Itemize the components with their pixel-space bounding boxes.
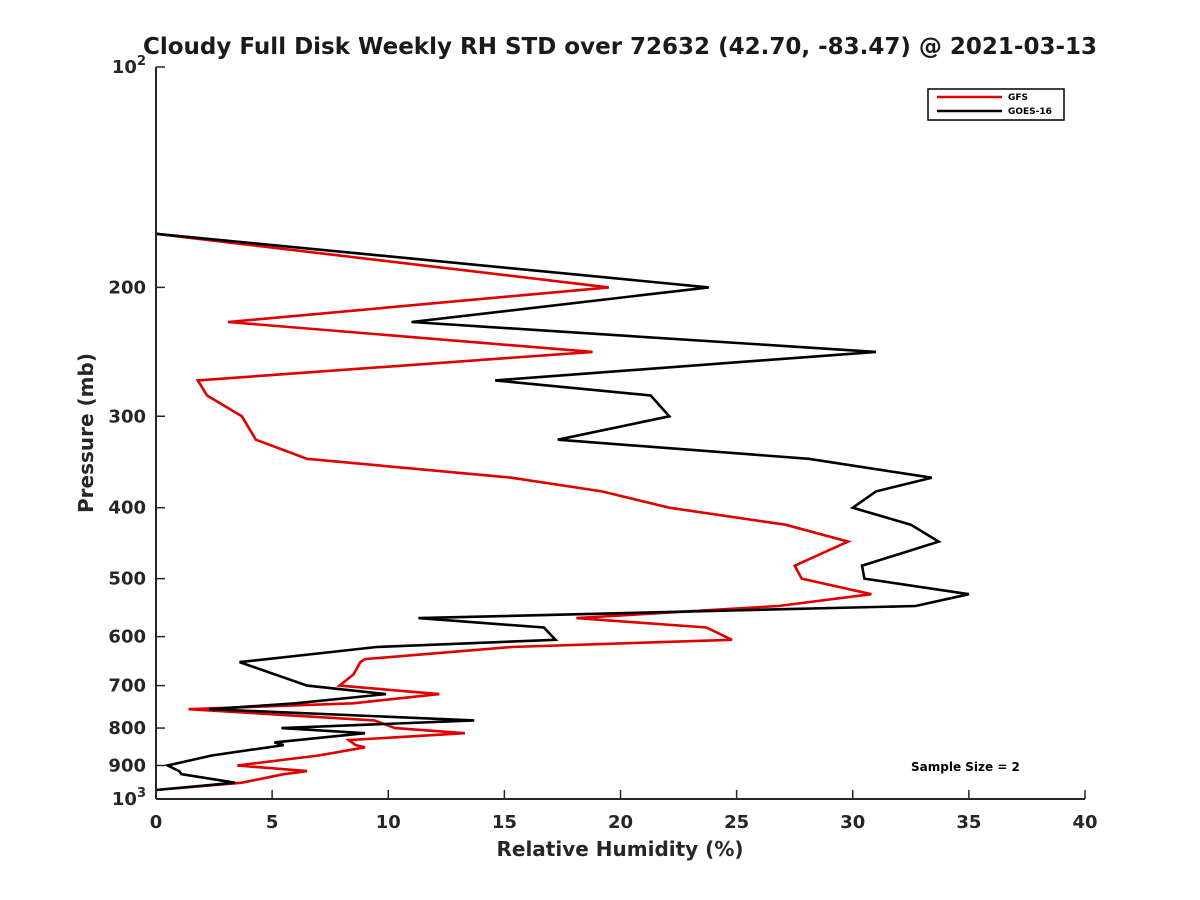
- legend: GFS GOES-16: [927, 88, 1065, 121]
- series-line-goes-16: [155, 232, 970, 792]
- plot-area: [155, 67, 1085, 800]
- legend-label-gfs: GFS: [1008, 93, 1028, 103]
- x-tick-label: 35: [956, 812, 981, 833]
- y-axis-ticks: 102 200 300 400 500 600 700 800 900 103: [108, 54, 165, 810]
- y-tick-label: 102: [112, 54, 146, 78]
- y-tick-label: 900: [108, 756, 146, 777]
- x-tick-label: 15: [492, 812, 517, 833]
- y-tick-label: 200: [108, 277, 146, 298]
- y-tick-label: 700: [108, 676, 146, 697]
- y-tick-label: 500: [108, 569, 146, 590]
- legend-label-goes-16: GOES-16: [1008, 107, 1052, 117]
- plot-background: [156, 67, 1085, 799]
- y-tick-label: 103: [112, 786, 146, 810]
- x-axis-label: Relative Humidity (%): [496, 837, 743, 861]
- chart-title: Cloudy Full Disk Weekly RH STD over 7263…: [143, 34, 1097, 60]
- y-tick-label: 800: [108, 718, 146, 739]
- y-tick-label: 300: [108, 406, 146, 427]
- x-tick-label: 40: [1072, 812, 1097, 833]
- x-tick-label: 0: [150, 812, 163, 833]
- x-tick-label: 10: [376, 812, 401, 833]
- x-tick-label: 30: [840, 812, 865, 833]
- series-layer: [155, 232, 970, 792]
- x-tick-label: 25: [724, 812, 749, 833]
- series-line-gfs: [155, 232, 872, 792]
- x-axis-ticks: 0 5 10 15 20 25 30 35 40: [150, 790, 1098, 833]
- y-tick-label: 400: [108, 498, 146, 519]
- legend-box: [927, 88, 1065, 121]
- x-tick-label: 20: [608, 812, 633, 833]
- x-tick-label: 5: [266, 812, 279, 833]
- sample-size-annotation: Sample Size = 2: [911, 760, 1020, 774]
- y-axis-label: Pressure (mb): [74, 353, 98, 513]
- y-tick-label: 600: [108, 627, 146, 648]
